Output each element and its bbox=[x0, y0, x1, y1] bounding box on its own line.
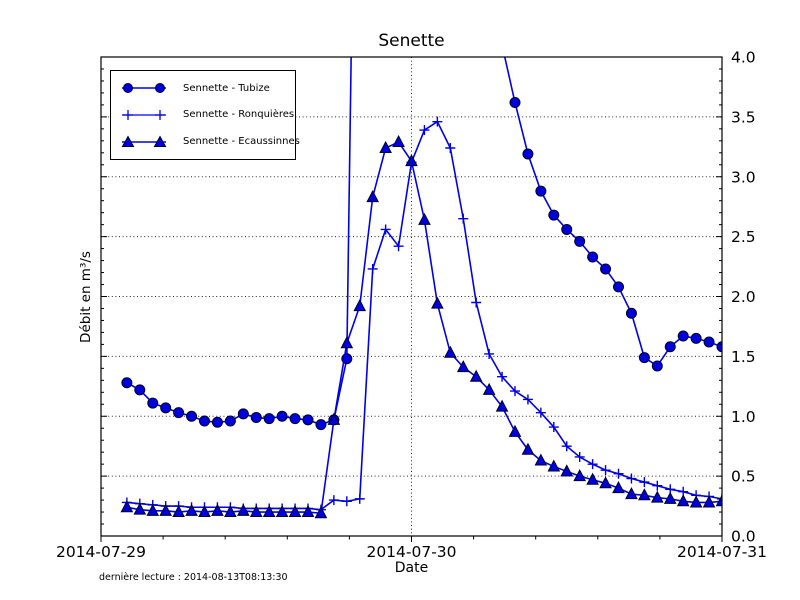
triangle-marker-icon bbox=[121, 135, 167, 147]
footer-metadata: dernière lecture : 2014-08-13T08:13:30 d… bbox=[99, 553, 288, 600]
x-tick-label: 2014-07-29 bbox=[56, 543, 146, 561]
legend-item-tubize: Sennette - Tubize bbox=[119, 81, 287, 95]
legend-box: Sennette - Tubize Sennette - Ronquières … bbox=[110, 70, 300, 160]
x-tick-label: 2014-07-30 bbox=[366, 543, 456, 561]
x-axis-label: Date bbox=[394, 560, 429, 576]
legend-item-ecaussinnes: Sennette - Ecaussinnes bbox=[119, 135, 300, 149]
legend-label: Sennette - Tubize bbox=[183, 82, 270, 94]
plus-marker-icon bbox=[122, 109, 166, 120]
series-sennette-tubize bbox=[121, 57, 722, 431]
chart-title: Senette bbox=[378, 31, 445, 51]
circle-marker-icon bbox=[122, 83, 166, 94]
legend-label: Sennette - Ronquières bbox=[183, 109, 295, 121]
legend-item-ronquieres: Sennette - Ronquières bbox=[119, 108, 294, 122]
y-tick-label: 3.5 bbox=[731, 108, 756, 126]
y-tick-label: 0.5 bbox=[731, 468, 756, 486]
y-tick-label: 1.5 bbox=[731, 348, 756, 366]
last-reading-text: dernière lecture : 2014-08-13T08:13:30 bbox=[99, 572, 288, 583]
legend-label: Sennette - Ecaussinnes bbox=[183, 136, 300, 148]
y-tick-label: 4.0 bbox=[731, 49, 756, 67]
y-tick-label: 0.0 bbox=[731, 528, 756, 546]
y-tick-label: 3.0 bbox=[731, 168, 756, 186]
y-tick-label: 2.5 bbox=[731, 228, 756, 246]
x-tick-label: 2014-07-31 bbox=[677, 543, 767, 561]
y-tick-label: 1.0 bbox=[731, 408, 756, 426]
series-sennette-ecaussinnes bbox=[120, 134, 722, 519]
y-axis-label: Débit en m³/s bbox=[78, 251, 94, 343]
y-tick-label: 2.0 bbox=[731, 288, 756, 306]
